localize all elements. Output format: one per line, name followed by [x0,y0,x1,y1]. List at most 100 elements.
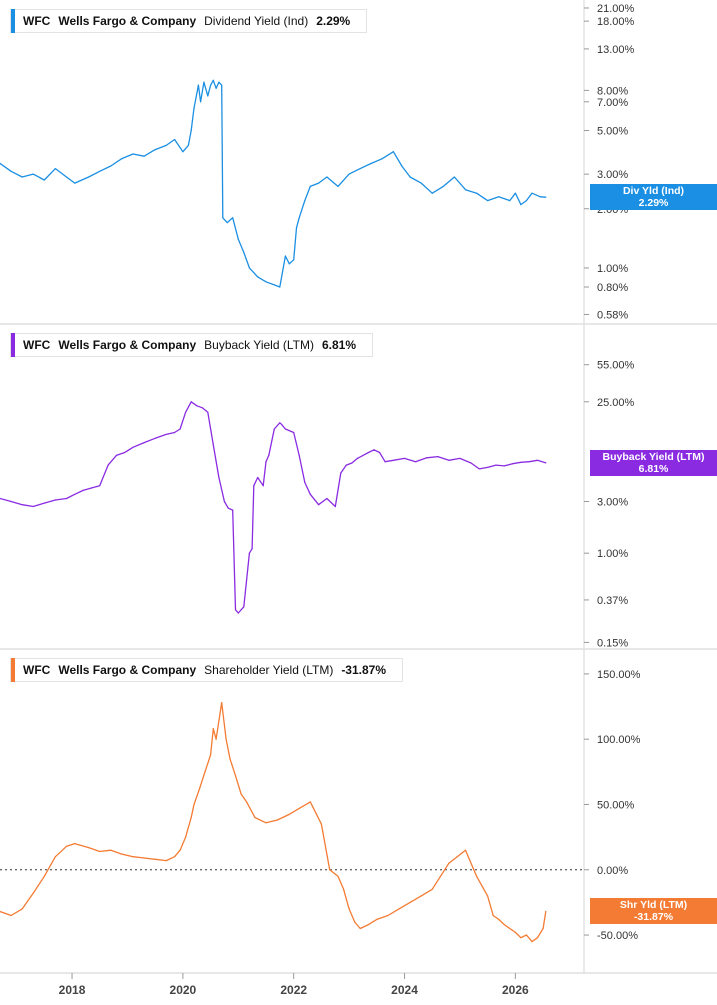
data-point [193,803,195,806]
data-point [82,489,84,491]
data-point [309,801,311,803]
data-point [348,173,350,175]
data-point [487,200,489,202]
data-point [265,281,267,283]
data-point [132,446,134,448]
data-point [351,462,353,464]
data-point [110,165,112,167]
data-point [284,428,286,430]
last-value-tag: Shr Yld (LTM) -31.87% [590,898,717,925]
data-point [179,849,181,851]
data-point [54,856,57,858]
tag-value: 2.29% [638,197,669,210]
data-point [74,843,76,845]
data-point [196,405,198,407]
data-point [43,875,45,877]
data-point [409,901,411,904]
data-point [121,158,123,160]
data-point [246,801,248,803]
data-point [464,849,467,851]
data-point [32,505,34,508]
data-point [309,493,311,495]
y-tick-label: 3.00% [597,169,628,181]
data-point [229,758,231,760]
series-line [0,79,546,288]
y-tick-label: -50.00% [597,930,638,942]
data-point [21,176,23,178]
data-point [215,738,217,740]
data-point [373,449,375,451]
y-tick-label: 100.00% [597,734,641,746]
data-point [539,196,541,198]
data-point [124,451,126,454]
data-point [295,227,298,229]
data-point [174,856,176,858]
tag-value: -31.87% [633,911,674,924]
y-tick-label: 0.15% [597,637,628,649]
y-tick-label: 50.00% [597,799,635,811]
data-point [437,456,439,458]
data-point [265,822,267,824]
x-tick-label: 2020 [170,983,197,997]
data-point [88,847,90,849]
data-point [509,927,511,930]
data-point [212,444,214,446]
data-point [207,95,209,97]
data-point [453,176,455,178]
data-point [65,176,68,178]
data-point [132,153,134,155]
data-point [154,858,156,860]
x-tick-label: 2024 [391,983,418,997]
data-point [174,138,176,141]
data-point [248,552,250,554]
legend-company: Wells Fargo & Company [58,663,197,677]
x-tick-label: 2018 [59,983,86,997]
data-point [293,431,295,434]
data-point [0,497,1,500]
y-tick-label: 1.00% [597,548,628,560]
data-point [99,170,101,172]
data-point [409,176,411,178]
data-point [439,875,442,877]
data-point [65,497,68,500]
data-point [426,457,428,459]
data-point [320,823,322,825]
data-point [268,454,270,456]
data-point [356,457,358,459]
data-point [345,464,347,466]
legend-color-swatch [11,9,15,33]
y-tick-label: 0.00% [597,865,628,877]
y-tick-label: 25.00% [597,397,635,409]
legend-metric: Shareholder Yield (LTM) [204,663,334,677]
data-point [143,442,145,444]
last-value-tag: Buyback Yield (LTM) 6.81% [590,449,717,476]
data-point [215,87,217,89]
data-point [431,192,433,194]
data-point [187,144,189,146]
data-point [420,895,422,897]
data-point [115,454,117,456]
data-point [392,151,394,153]
data-point [221,84,223,86]
data-point [520,204,522,206]
data-point [359,927,361,930]
data-point [401,165,403,167]
data-point [32,173,34,175]
data-point [337,875,339,877]
series-legend[interactable]: WFC Wells Fargo & Company Dividend Yield (… [10,9,368,33]
series-legend[interactable]: WFC Wells Fargo & Company Shareholder Yiel… [10,658,404,682]
data-point [520,461,522,463]
data-point [304,200,306,202]
data-point [318,504,320,506]
data-point [165,860,167,862]
data-point [398,908,400,910]
data-point [514,931,517,934]
data-point [21,504,23,506]
data-point [498,196,500,198]
series-legend[interactable]: WFC Wells Fargo & Company Buyback Yield (L… [10,333,373,357]
data-point [237,612,239,614]
data-point [262,485,264,487]
legend-color-swatch [11,658,15,682]
y-tick-label: 1.00% [597,263,628,275]
